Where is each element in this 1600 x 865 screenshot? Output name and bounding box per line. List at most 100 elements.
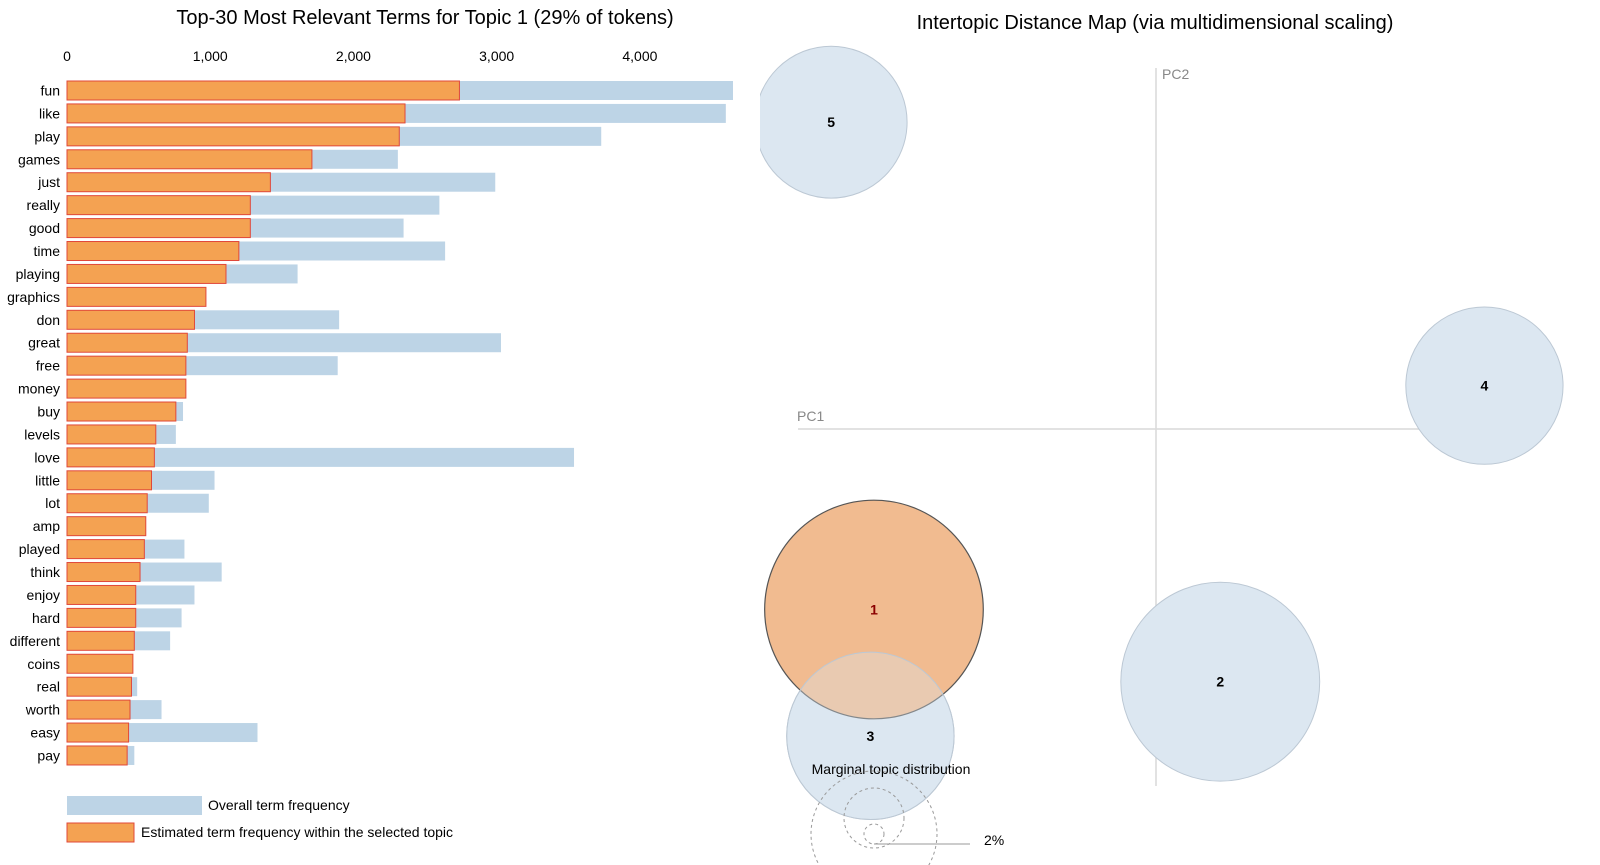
- term-label[interactable]: levels: [24, 426, 60, 442]
- x-tick-label: 2,000: [336, 48, 371, 64]
- topic-frequency-bar: [66, 241, 240, 262]
- topic-label: 1: [870, 602, 878, 618]
- term-label[interactable]: don: [37, 312, 60, 328]
- term-label[interactable]: time: [34, 243, 61, 259]
- term-row[interactable]: real: [37, 676, 138, 697]
- x-tick-label: 0: [63, 48, 71, 64]
- topic-frequency-bar: [66, 218, 251, 239]
- term-label[interactable]: real: [37, 679, 60, 695]
- term-label[interactable]: hard: [32, 610, 60, 626]
- term-label[interactable]: coins: [27, 656, 60, 672]
- term-label[interactable]: pay: [37, 747, 60, 763]
- topic-frequency-bar: [66, 378, 187, 399]
- term-label[interactable]: play: [34, 128, 60, 144]
- term-label[interactable]: money: [18, 381, 60, 397]
- term-label[interactable]: little: [35, 472, 60, 488]
- term-row[interactable]: enjoy: [27, 584, 195, 605]
- term-row[interactable]: don: [37, 309, 340, 330]
- topic-frequency-bar: [66, 126, 400, 147]
- x-tick-label: 3,000: [479, 48, 514, 64]
- legend-swatch: [66, 822, 135, 843]
- term-row[interactable]: good: [29, 218, 404, 239]
- map-title: Intertopic Distance Map (via multidimens…: [917, 12, 1394, 34]
- term-row[interactable]: levels: [24, 424, 176, 445]
- term-row[interactable]: hard: [32, 607, 182, 628]
- term-label[interactable]: amp: [33, 518, 60, 534]
- topic-frequency-bar: [66, 699, 131, 720]
- marginal-legend-circle-medium: [843, 787, 905, 849]
- term-label[interactable]: free: [36, 358, 60, 374]
- term-row[interactable]: coins: [27, 653, 134, 674]
- bar-chart-title: Top-30 Most Relevant Terms for Topic 1 (…: [176, 7, 673, 29]
- topic-bubble-1[interactable]: [764, 499, 984, 720]
- term-label[interactable]: great: [28, 335, 60, 351]
- term-row[interactable]: lot: [45, 493, 209, 514]
- topic-label: 5: [827, 114, 835, 130]
- term-label[interactable]: playing: [16, 266, 60, 282]
- term-label[interactable]: played: [19, 541, 60, 557]
- topic-circle[interactable]: [1120, 581, 1321, 782]
- term-row[interactable]: just: [37, 172, 496, 193]
- term-label[interactable]: enjoy: [27, 587, 60, 603]
- term-row[interactable]: playing: [16, 263, 298, 284]
- term-row[interactable]: fun: [41, 80, 733, 101]
- marginal-legend-title: Marginal topic distribution: [812, 761, 971, 777]
- topic-frequency-bar: [66, 355, 187, 376]
- topic-bubble-2[interactable]: [1120, 581, 1321, 782]
- term-row[interactable]: little: [35, 470, 215, 491]
- term-row[interactable]: worth: [25, 699, 162, 720]
- topic-bubble-4[interactable]: [1405, 306, 1564, 465]
- topic-frequency-bar: [66, 722, 130, 743]
- term-row[interactable]: free: [36, 355, 338, 376]
- topic-frequency-bar: [66, 401, 177, 422]
- term-row[interactable]: money: [18, 378, 187, 399]
- topic-frequency-bar: [66, 539, 145, 560]
- term-row[interactable]: easy: [30, 722, 258, 743]
- term-row[interactable]: buy: [37, 401, 184, 422]
- marginal-legend-label: 2%: [984, 832, 1004, 848]
- term-row[interactable]: pay: [37, 745, 135, 766]
- term-row[interactable]: games: [18, 149, 398, 170]
- topic-circle[interactable]: [760, 45, 908, 199]
- term-label[interactable]: graphics: [7, 289, 60, 305]
- marginal-legend-circle-small: [863, 823, 885, 845]
- term-label[interactable]: think: [30, 564, 61, 580]
- term-label[interactable]: fun: [41, 83, 60, 99]
- term-row[interactable]: great: [28, 332, 501, 353]
- term-row[interactable]: different: [10, 630, 171, 651]
- term-label[interactable]: different: [10, 633, 60, 649]
- term-label[interactable]: worth: [25, 702, 60, 718]
- topic-frequency-bar: [66, 332, 188, 353]
- term-row[interactable]: played: [19, 539, 185, 560]
- term-label[interactable]: buy: [37, 404, 60, 420]
- term-row[interactable]: play: [34, 126, 602, 147]
- term-label[interactable]: lot: [45, 495, 60, 511]
- topic-frequency-bar: [66, 447, 155, 468]
- term-row[interactable]: graphics: [7, 286, 207, 307]
- term-label[interactable]: really: [27, 197, 60, 213]
- term-label[interactable]: just: [37, 174, 60, 190]
- topic-frequency-bar: [66, 653, 134, 674]
- topic-bubble-5[interactable]: [760, 45, 908, 199]
- legend-label: Overall term frequency: [208, 797, 350, 813]
- term-label[interactable]: love: [34, 449, 60, 465]
- term-row[interactable]: think: [30, 562, 222, 583]
- term-row[interactable]: time: [34, 241, 446, 262]
- term-label[interactable]: easy: [30, 725, 60, 741]
- term-label[interactable]: games: [18, 151, 60, 167]
- term-label[interactable]: good: [29, 220, 60, 236]
- topic-circle[interactable]: [764, 499, 984, 720]
- term-row[interactable]: like: [39, 103, 726, 124]
- topic-frequency-bar: [66, 309, 195, 330]
- legend-swatch: [67, 796, 202, 815]
- term-row[interactable]: amp: [33, 516, 147, 537]
- term-row[interactable]: really: [27, 195, 440, 216]
- topic-frequency-bar: [66, 516, 147, 537]
- topic-circle[interactable]: [1405, 306, 1564, 465]
- term-label[interactable]: like: [39, 105, 60, 121]
- term-row[interactable]: love: [34, 447, 575, 468]
- topic-frequency-bar: [66, 195, 251, 216]
- topic-frequency-bar: [66, 172, 271, 193]
- topic-frequency-bar: [66, 286, 207, 307]
- topic-frequency-bar: [66, 424, 157, 445]
